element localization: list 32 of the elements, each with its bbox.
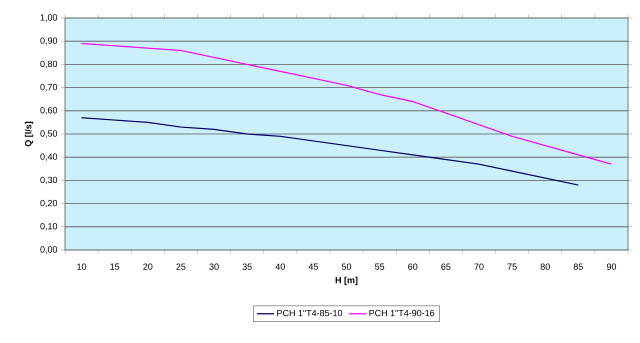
x-tick-label: 15 — [110, 264, 120, 270]
x-tick-label: 40 — [275, 264, 285, 270]
x-tick-label: 70 — [474, 264, 484, 270]
x-tick-label: 25 — [176, 264, 186, 270]
legend-label: PCH 1"T4-90-16 — [369, 310, 434, 316]
y-tick-label: 0,90 — [40, 37, 58, 45]
y-tick-label: 0,50 — [40, 130, 58, 138]
y-tick-label: 0,60 — [40, 107, 58, 114]
x-tick-label: 35 — [242, 264, 252, 270]
x-tick-label: 50 — [342, 264, 352, 270]
x-tick-label: 20 — [143, 264, 152, 270]
y-tick-label: 0,30 — [40, 176, 58, 184]
x-tick-label: 55 — [375, 264, 384, 270]
x-tick-label: 60 — [408, 264, 418, 270]
y-tick-label: 0,80 — [40, 60, 58, 68]
x-tick-label: 90 — [606, 264, 616, 270]
x-tick-label: 45 — [308, 264, 318, 270]
y-tick-label: 0,00 — [40, 246, 58, 254]
legend-label: PCH 1"T4-85-10 — [277, 310, 342, 316]
x-tick-label: 30 — [209, 264, 219, 270]
x-tick-label: 10 — [77, 264, 86, 270]
y-tick-label: 0,70 — [40, 84, 58, 92]
x-tick-label: 85 — [574, 264, 583, 270]
y-tick-label: 0,10 — [40, 223, 58, 230]
y-tick-label: 0,20 — [40, 200, 58, 208]
x-tick-label: 80 — [540, 264, 550, 270]
x-axis-title: H [m] — [336, 276, 358, 286]
y-tick-label: 0,40 — [40, 153, 58, 161]
y-tick-label: 1,00 — [40, 14, 58, 22]
y-axis-title: Q [l/s] — [24, 122, 34, 146]
x-tick-label: 65 — [441, 264, 450, 270]
x-tick-label: 75 — [508, 264, 517, 270]
